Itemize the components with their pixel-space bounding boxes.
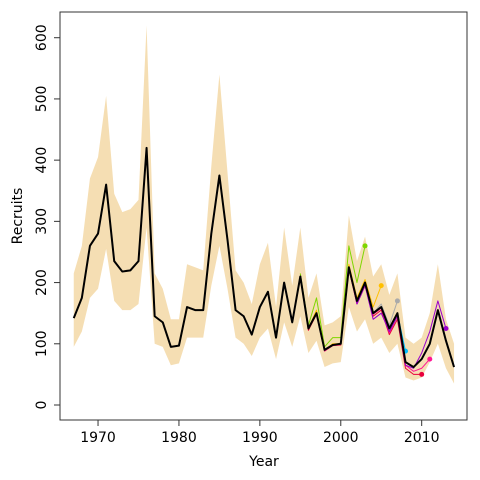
y-tick-label: 400 — [34, 147, 50, 174]
plot-frame — [59, 11, 468, 421]
end-point — [443, 325, 449, 331]
y-axis-label: Recruits — [10, 188, 26, 245]
x-tick-label: 2000 — [323, 430, 359, 446]
y-tick-label: 100 — [34, 330, 50, 357]
x-tick-label: 1990 — [242, 430, 278, 446]
y-tick-label: 300 — [34, 208, 50, 235]
end-point — [378, 283, 384, 289]
y-tick-label: 200 — [34, 269, 50, 296]
end-point — [427, 356, 433, 362]
x-tick-label: 2010 — [404, 430, 440, 446]
end-point — [362, 243, 368, 249]
series-line — [299, 245, 366, 348]
y-tick-label: 600 — [34, 24, 50, 51]
y-tick-label: 0 — [34, 401, 50, 410]
y-tick-label: 500 — [34, 86, 50, 113]
x-tick-label: 1970 — [80, 430, 116, 446]
end-point — [419, 371, 425, 377]
confidence-band — [73, 25, 455, 384]
end-point — [394, 298, 400, 304]
x-axis-label: Year — [248, 454, 279, 470]
series-line — [72, 146, 456, 369]
x-tick-label: 1980 — [161, 430, 197, 446]
